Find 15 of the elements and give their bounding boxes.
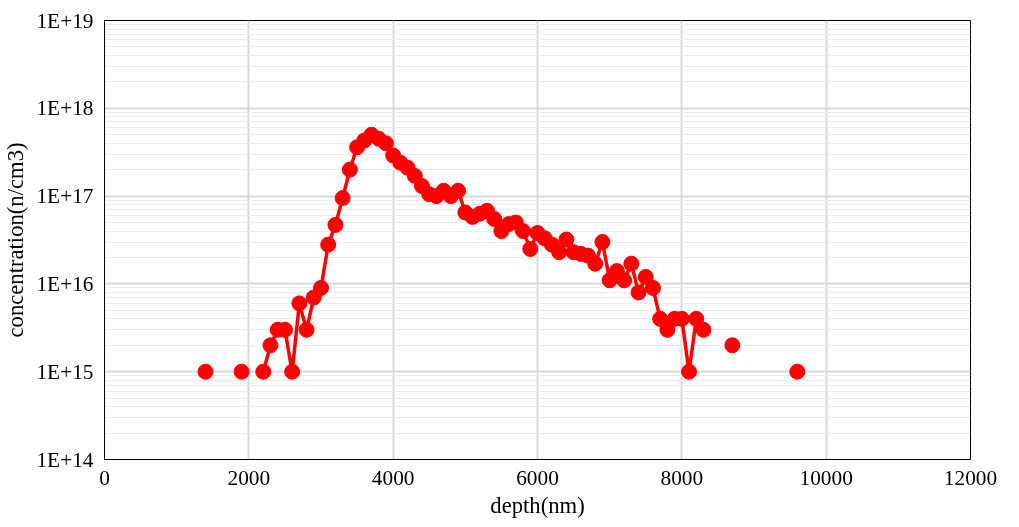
x-axis-title: depth(nm) — [490, 492, 585, 518]
x-tick-label: 4000 — [371, 465, 415, 490]
y-tick-label: 1E+16 — [36, 271, 94, 296]
y-tick-label: 1E+17 — [36, 184, 94, 209]
x-tick-label: 0 — [99, 465, 110, 490]
x-tick-label: 10000 — [799, 465, 853, 490]
y-tick-label: 1E+18 — [36, 96, 94, 121]
x-tick-label: 6000 — [516, 465, 559, 490]
y-tick-label: 1E+19 — [36, 8, 94, 33]
x-tick-label: 8000 — [660, 465, 704, 490]
y-tick-label: 1E+14 — [36, 447, 94, 472]
y-axis-title: concentration(n/cm3) — [3, 142, 29, 338]
x-tick-label: 12000 — [943, 465, 998, 490]
x-tick-label: 2000 — [227, 465, 271, 490]
y-tick-label: 1E+15 — [36, 359, 94, 384]
